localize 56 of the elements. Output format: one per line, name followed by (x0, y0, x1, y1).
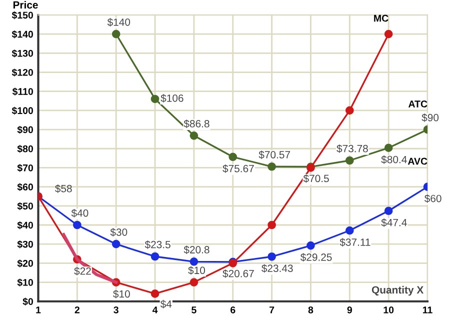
data-label: $10 (188, 266, 206, 275)
data-label: $47.4 (381, 218, 407, 227)
data-label: $30 (110, 228, 128, 236)
y-tick-label: $80 (17, 144, 33, 153)
y-tick-label: $60 (17, 183, 33, 192)
y-tick-label: $30 (17, 240, 33, 248)
y-tick-label: $110 (12, 88, 33, 96)
data-label: $86.8 (184, 120, 210, 128)
y-tick-label: $100 (12, 106, 33, 115)
annotation: $58 (55, 184, 72, 193)
x-tick-label: 4 (152, 306, 158, 314)
x-tick-label: 2 (74, 306, 80, 314)
data-label: $10 (113, 290, 130, 298)
data-label: $22 (74, 266, 91, 276)
x-tick-label: 11 (422, 306, 432, 314)
data-label: $90 (422, 113, 439, 122)
x-axis-title: Quantity X (372, 286, 424, 296)
series-label: AVC (408, 158, 428, 165)
data-label: $37.11 (340, 238, 370, 247)
data-label: $106 (160, 94, 184, 102)
y-tick-label: $20 (17, 259, 33, 268)
y-tick-label: $150 (12, 11, 33, 20)
data-label: $75.67 (222, 164, 254, 173)
series-label: ATC (408, 100, 428, 108)
y-tick-label: $70 (17, 164, 33, 172)
series-label: MC (374, 14, 388, 22)
data-label: $60 (424, 194, 442, 203)
data-label: $70.57 (258, 150, 290, 160)
y-tick-label: $50 (17, 202, 33, 210)
x-tick-label: 6 (230, 306, 236, 314)
y-tick-label: $90 (17, 126, 33, 134)
x-tick-label: 5 (192, 306, 196, 314)
data-label: $20.8 (184, 246, 210, 254)
x-tick-label: 9 (347, 306, 352, 314)
data-label: $140 (107, 18, 130, 26)
y-tick-label: $40 (17, 221, 33, 230)
data-label: $80.4 (381, 155, 407, 164)
x-tick-label: 10 (384, 306, 394, 314)
data-label: $20.67 (222, 269, 254, 278)
data-label: $23.43 (262, 264, 293, 273)
x-tick-label: 3 (114, 306, 118, 314)
y-axis-title: Price (13, 0, 38, 9)
y-tick-label: $0 (22, 298, 33, 306)
data-label: $29.25 (300, 253, 332, 262)
data-label: $73.78 (336, 144, 368, 153)
y-tick-label: $140 (12, 30, 33, 38)
x-tick-label: 7 (270, 306, 274, 314)
data-label: $4 (160, 300, 172, 308)
data-label: $40 (71, 208, 88, 218)
data-label: $23.5 (144, 240, 170, 249)
y-tick-label: $10 (17, 278, 33, 287)
x-tick-label: 1 (36, 306, 41, 314)
x-tick-label: 8 (308, 306, 314, 314)
y-tick-label: $120 (12, 68, 33, 77)
y-tick-label: $130 (12, 49, 33, 58)
data-label: $70.5 (303, 174, 329, 183)
